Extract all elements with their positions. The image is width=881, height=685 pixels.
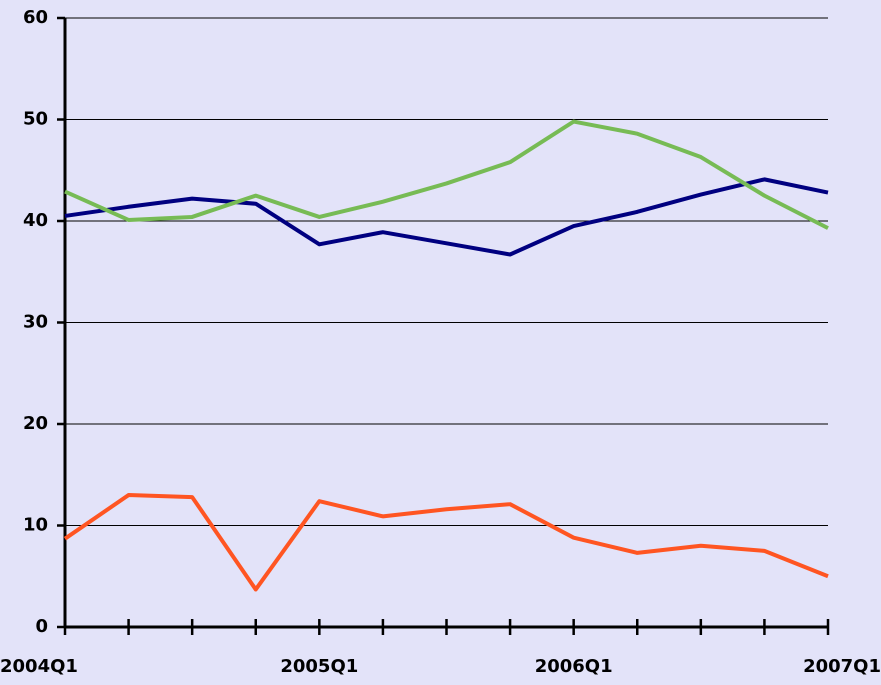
x-tick-label: 2006Q1 [535,656,613,677]
x-tick-label: 2004Q1 [0,656,78,677]
x-tick-label: 2007Q1 [803,656,881,677]
series-line [64,119,829,230]
y-tick-label: 10 [23,515,48,536]
y-tick-label: 0 [35,616,48,637]
y-tick-label: 20 [23,413,48,434]
y-tick-label: 60 [23,7,48,28]
y-tick-label: 30 [23,312,48,333]
y-tick-label: 50 [23,109,48,130]
series-line [64,177,829,257]
series-line [63,493,829,592]
y-tick-label: 40 [23,210,48,231]
x-tick-label: 2005Q1 [280,656,358,677]
